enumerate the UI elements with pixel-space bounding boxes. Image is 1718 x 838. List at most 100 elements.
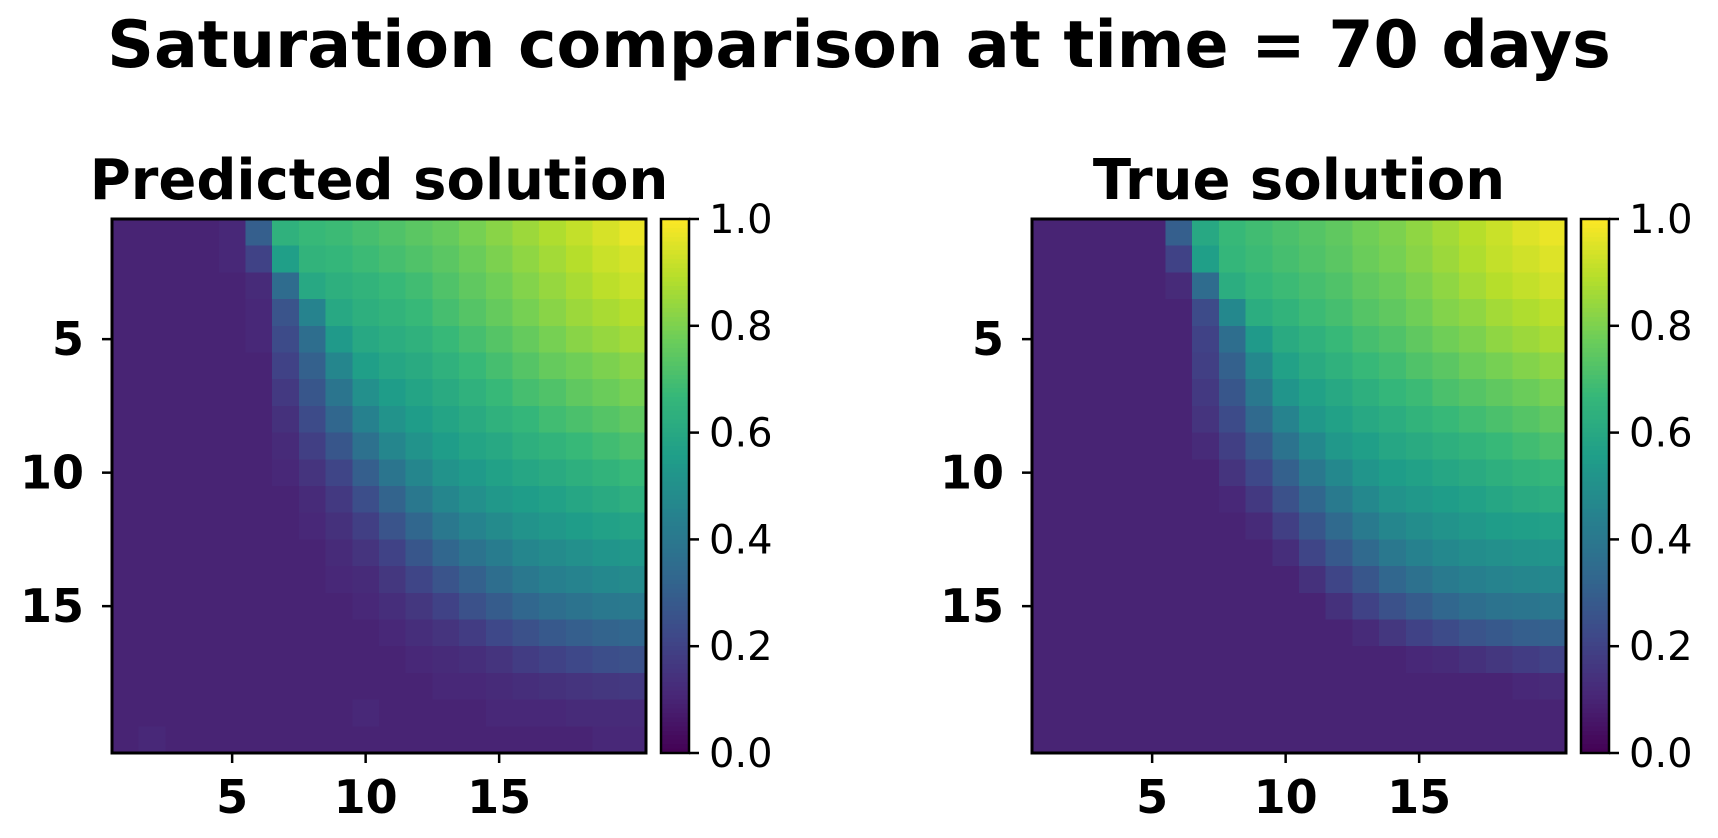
heatmap-cell bbox=[1085, 459, 1113, 487]
heatmap-cell bbox=[1405, 352, 1434, 380]
heatmap-cell bbox=[1138, 219, 1167, 247]
heatmap-cell bbox=[1299, 726, 1327, 754]
heatmap-cell bbox=[1352, 486, 1380, 514]
heatmap-cell bbox=[1459, 539, 1487, 567]
heatmap-cell bbox=[1165, 592, 1193, 621]
heatmap-cell bbox=[1085, 726, 1113, 754]
heatmap-cell bbox=[1405, 566, 1434, 594]
colorbar-segment bbox=[1581, 606, 1609, 612]
heatmap-cell bbox=[565, 299, 594, 327]
heatmap-cell bbox=[1112, 672, 1140, 701]
colorbar-segment bbox=[1581, 459, 1609, 465]
heatmap-cell bbox=[565, 459, 594, 487]
colorbar-segment bbox=[1581, 659, 1609, 665]
heatmap-cell bbox=[565, 699, 594, 727]
colorbar-segment bbox=[661, 254, 689, 260]
heatmap-cell bbox=[1539, 299, 1567, 327]
heatmap-cell bbox=[1512, 672, 1540, 701]
colorbar-segment bbox=[1581, 254, 1609, 260]
colorbar-segment bbox=[1581, 405, 1609, 412]
heatmap-cell bbox=[1299, 592, 1327, 621]
heatmap-cell bbox=[138, 539, 166, 567]
colorbar-segment bbox=[1581, 521, 1609, 527]
heatmap-cell bbox=[218, 379, 247, 407]
heatmap-cell bbox=[1432, 352, 1460, 380]
colorbar-segment bbox=[1581, 615, 1609, 621]
colorbar-segment bbox=[1581, 548, 1609, 554]
heatmap-cell bbox=[1245, 646, 1273, 674]
heatmap-cell bbox=[512, 299, 540, 327]
heatmap-cell bbox=[379, 512, 407, 540]
heatmap-cell bbox=[1512, 512, 1540, 540]
colorbar-segment bbox=[1581, 481, 1609, 487]
heatmap-cell bbox=[192, 486, 220, 514]
heatmap-cell bbox=[1085, 272, 1113, 300]
colorbar-segment bbox=[1581, 299, 1609, 305]
heatmap-cell bbox=[619, 539, 647, 567]
panel-true: True solution 5 10 15 5 10 15 0.0 0.2 0.4 0.6 0.8 1.… bbox=[940, 148, 1693, 824]
heatmap-cell bbox=[1459, 566, 1487, 594]
heatmap-cell bbox=[245, 405, 273, 434]
colorbar-tick-label: 0.8 bbox=[1629, 304, 1693, 350]
heatmap-cell bbox=[1112, 619, 1140, 647]
colorbar-segment bbox=[1581, 450, 1609, 456]
heatmap-cell bbox=[1432, 245, 1460, 273]
heatmap-cell bbox=[352, 219, 380, 247]
heatmap-cell bbox=[592, 325, 620, 354]
colorbar-segment bbox=[1581, 437, 1609, 443]
colorbar-segment bbox=[661, 348, 689, 354]
heatmap-cell bbox=[1138, 672, 1167, 701]
colorbar-segment bbox=[661, 521, 689, 527]
heatmap-cell bbox=[1272, 512, 1300, 540]
heatmap-cell bbox=[1245, 272, 1273, 300]
colorbar-segment bbox=[1581, 321, 1609, 327]
heatmap-cell bbox=[1138, 459, 1167, 487]
heatmap-cell bbox=[485, 539, 514, 567]
heatmap-cell bbox=[218, 646, 247, 674]
heatmap-cell bbox=[1165, 672, 1193, 701]
colorbar-segment bbox=[661, 250, 689, 256]
heatmap-cell bbox=[1192, 432, 1220, 460]
heatmap-cell bbox=[1218, 432, 1247, 460]
heatmap-cell bbox=[1165, 219, 1193, 247]
heatmap-cell bbox=[459, 325, 487, 354]
heatmap-cell bbox=[1512, 486, 1540, 514]
colorbar-segment bbox=[661, 597, 689, 603]
colorbar-segment bbox=[661, 650, 689, 656]
heatmap-cell bbox=[1165, 272, 1193, 300]
heatmap-cell bbox=[1032, 512, 1060, 540]
heatmap-cell bbox=[1165, 566, 1193, 594]
heatmap-cell bbox=[1512, 566, 1540, 594]
heatmap-cell bbox=[245, 352, 273, 380]
panel-predicted: Predicted solution 5 10 15 5 10 15 0.0 0.2 0.4 0.6… bbox=[20, 148, 773, 824]
heatmap-cell bbox=[192, 219, 220, 247]
heatmap-cell bbox=[165, 405, 193, 434]
colorbar-segment bbox=[661, 628, 689, 634]
heatmap-cell bbox=[192, 592, 220, 621]
heatmap-cell bbox=[1085, 646, 1113, 674]
heatmap-cell bbox=[1379, 486, 1407, 514]
heatmap-cell bbox=[352, 272, 380, 300]
heatmap-cell bbox=[592, 219, 620, 247]
heatmap-cell bbox=[539, 512, 567, 540]
heatmap-cell bbox=[485, 699, 514, 727]
heatmap-cell bbox=[1459, 646, 1487, 674]
heatmap-cell bbox=[592, 646, 620, 674]
heatmap-cell bbox=[379, 432, 407, 460]
heatmap-cell bbox=[218, 566, 247, 594]
heatmap-cell bbox=[192, 379, 220, 407]
heatmap-cell bbox=[1032, 726, 1060, 754]
colorbar-segment bbox=[1581, 352, 1609, 358]
heatmap-cell bbox=[272, 486, 300, 514]
heatmap-cell bbox=[1299, 272, 1327, 300]
colorbar-segment bbox=[1581, 517, 1609, 523]
heatmap-cell bbox=[379, 245, 407, 273]
colorbar-segment bbox=[1581, 690, 1609, 696]
heatmap-cell bbox=[1192, 299, 1220, 327]
heatmap-cell bbox=[619, 699, 647, 727]
heatmap-cell bbox=[1299, 432, 1327, 460]
heatmap-cell bbox=[1405, 299, 1434, 327]
heatmap-cell bbox=[1432, 539, 1460, 567]
heatmap-cell bbox=[138, 459, 166, 487]
heatmap-cell bbox=[1379, 539, 1407, 567]
